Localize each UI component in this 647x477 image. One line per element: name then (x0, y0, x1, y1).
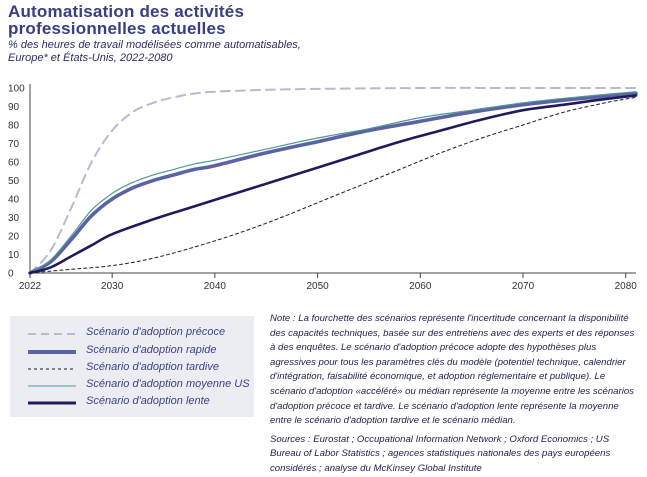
legend-label-rapid: Scénario d'adoption rapide (86, 344, 217, 356)
series-line-early (29, 86, 637, 274)
series-line-median-us (29, 91, 637, 274)
legend-swatch-late (28, 368, 76, 370)
legend-label-median-us: Scénario d'adoption moyenne US (86, 378, 250, 390)
y-tick-label: 100 (8, 84, 25, 95)
x-tick-label: 2070 (512, 281, 535, 292)
x-tick-label: 2030 (101, 281, 124, 292)
x-tick-label: 2060 (409, 281, 432, 292)
legend-item-rapid: Scénario d'adoption rapide (28, 343, 258, 359)
legend-label-slow: Scénario d'adoption lente (86, 395, 210, 407)
series-line-rapid (28, 91, 638, 275)
legend-label-early: Scénario d'adoption précoce (86, 326, 226, 338)
y-tick-label: 70 (8, 139, 20, 150)
legend: Scénario d'adoption précoce Scénario d'a… (10, 316, 254, 417)
y-tick-label: 60 (8, 158, 20, 169)
legend-item-late: Scénario d'adoption tardive (28, 360, 258, 376)
legend-swatch-early (28, 333, 76, 335)
legend-swatch-rapid (28, 350, 76, 354)
y-tick-label: 80 (8, 121, 20, 132)
y-tick-label: 40 (8, 195, 20, 206)
legend-swatch-median-us (28, 385, 76, 387)
x-tick-label: 2080 (615, 281, 638, 292)
series-line-late (29, 96, 637, 274)
chart-subtitle: % des heures de travail modélisées comme… (8, 39, 301, 64)
sources-text: Sources : Eurostat ; Occupational Inform… (270, 433, 611, 474)
note-text: Note : La fourchette des scénarios repré… (270, 313, 635, 427)
y-tick-label: 90 (8, 102, 20, 113)
chart-title: Automatisation des activités professionn… (8, 2, 245, 38)
y-tick-label: 10 (8, 250, 20, 261)
x-tick-label: 2050 (306, 281, 329, 292)
series-line-slow (28, 94, 638, 275)
legend-item-early: Scénario d'adoption précoce (28, 325, 258, 341)
y-tick-label: 0 (8, 269, 14, 280)
y-tick-label: 20 (8, 232, 20, 243)
legend-item-slow: Scénario d'adoption lente (28, 394, 258, 410)
y-tick-label: 50 (8, 176, 20, 187)
legend-swatch-slow (28, 401, 76, 405)
legend-label-late: Scénario d'adoption tardive (86, 361, 219, 373)
x-tick-label: 2022 (19, 281, 42, 292)
legend-item-median-us: Scénario d'adoption moyenne US (28, 377, 258, 393)
chart-note: Note : La fourchette des scénarios repré… (270, 312, 640, 477)
y-tick-label: 30 (8, 213, 20, 224)
x-tick-label: 2040 (204, 281, 227, 292)
